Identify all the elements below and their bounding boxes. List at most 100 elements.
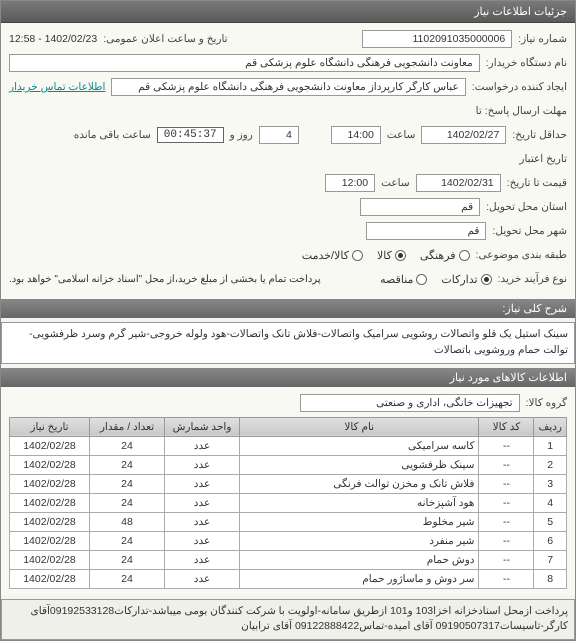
- form-area: شماره نیاز: 1102091035000006 تاریخ و ساع…: [1, 23, 575, 299]
- table-cell: 24: [90, 436, 165, 455]
- table-cell: 1402/02/28: [10, 455, 90, 474]
- items-area: ۰۲۱ - ۸۸۳۴۹۶ گروه کالا: تجهیزات خانگی، ا…: [1, 387, 575, 595]
- table-cell: عدد: [165, 436, 240, 455]
- table-row: 3--فلاش تانک و مخزن توالت فرنگیعدد241402…: [10, 474, 567, 493]
- table-cell: عدد: [165, 474, 240, 493]
- table-cell: 4: [534, 493, 567, 512]
- col-unit: واحد شمارش: [165, 417, 240, 436]
- table-row: 1--کاسه سرامیکیعدد241402/02/28: [10, 436, 567, 455]
- reply-deadline-label: مهلت ارسال پاسخ: تا: [476, 105, 567, 117]
- row-province: استان محل تحویل: قم: [9, 197, 567, 217]
- table-cell: 48: [90, 512, 165, 531]
- items-header: اطلاعات کالاهای مورد نیاز: [1, 368, 575, 387]
- validity-date: 1402/02/31: [416, 174, 501, 192]
- desc-text: سینک استیل یک قلو واتصالات روشویی سرامیک…: [1, 322, 575, 364]
- col-index: ردیف: [534, 417, 567, 436]
- row-process: نوع فرآیند خرید: تدارکات مناقصه پرداخت ت…: [9, 269, 567, 289]
- table-cell: سینک ظرفشویی: [240, 455, 479, 474]
- remaining-timer: 00:45:37: [157, 127, 224, 143]
- table-cell: عدد: [165, 455, 240, 474]
- table-cell: --: [479, 550, 534, 569]
- table-cell: --: [479, 474, 534, 493]
- validity-time: 12:00: [325, 174, 375, 192]
- table-cell: 1402/02/28: [10, 569, 90, 588]
- col-code: کد کالا: [479, 417, 534, 436]
- creator-value: عباس کارگر کارپرداز معاونت دانشجویی فرهن…: [111, 78, 465, 96]
- table-cell: --: [479, 493, 534, 512]
- radio-icon: [459, 250, 470, 261]
- process-radio-group: تدارکات مناقصه: [380, 273, 491, 286]
- budget-opt-1-label: کالا: [377, 249, 392, 262]
- process-opt-1[interactable]: مناقصه: [380, 273, 427, 286]
- table-cell: عدد: [165, 512, 240, 531]
- table-cell: 1: [534, 436, 567, 455]
- table-cell: --: [479, 512, 534, 531]
- payment-note: پرداخت تمام یا بخشی از مبلغ خرید،از محل …: [9, 274, 321, 285]
- col-qty: تعداد / مقدار: [90, 417, 165, 436]
- budget-opt-2-label: کالا/خدمت: [302, 249, 349, 262]
- province-value: قم: [360, 198, 480, 216]
- table-cell: 1402/02/28: [10, 512, 90, 531]
- group-label: گروه کالا:: [526, 397, 567, 409]
- table-cell: شیر منفرد: [240, 531, 479, 550]
- table-header-row: ردیف کد کالا نام کالا واحد شمارش تعداد /…: [10, 417, 567, 436]
- process-opt-0-label: تدارکات: [441, 273, 477, 286]
- table-cell: عدد: [165, 550, 240, 569]
- table-cell: 6: [534, 531, 567, 550]
- need-number-value: 1102091035000006: [362, 30, 512, 48]
- group-value: تجهیزات خانگی، اداری و صنعتی: [300, 394, 520, 412]
- table-cell: 1402/02/28: [10, 531, 90, 550]
- budget-opt-0[interactable]: فرهنگی: [420, 249, 470, 262]
- row-reply-deadline: مهلت ارسال پاسخ: تا: [9, 101, 567, 121]
- row-budget: طبقه بندی موضوعی: فرهنگی کالا کالا/خدمت: [9, 245, 567, 265]
- table-cell: 7: [534, 550, 567, 569]
- budget-opt-1[interactable]: کالا: [377, 249, 406, 262]
- table-cell: کاسه سرامیکی: [240, 436, 479, 455]
- table-cell: 2: [534, 455, 567, 474]
- budget-label: طبقه بندی موضوعی:: [476, 249, 567, 261]
- budget-opt-0-label: فرهنگی: [420, 249, 456, 262]
- row-deadline: حداقل تاریخ: 1402/02/27 ساعت 14:00 4 روز…: [9, 125, 567, 145]
- table-cell: هود آشپزخانه: [240, 493, 479, 512]
- deadline-time: 14:00: [331, 126, 381, 144]
- process-opt-0[interactable]: تدارکات: [441, 273, 491, 286]
- table-cell: 1402/02/28: [10, 493, 90, 512]
- radio-icon: [352, 250, 363, 261]
- desc-header: شرح کلی نیاز:: [1, 299, 575, 318]
- table-cell: شیر مخلوط: [240, 512, 479, 531]
- deadline-label: حداقل تاریخ:: [512, 129, 567, 141]
- budget-opt-2[interactable]: کالا/خدمت: [302, 249, 363, 262]
- budget-radio-group: فرهنگی کالا کالا/خدمت: [302, 249, 470, 262]
- time-label-2: ساعت: [381, 177, 410, 189]
- table-cell: 1402/02/28: [10, 550, 90, 569]
- table-cell: --: [479, 436, 534, 455]
- table-cell: 24: [90, 531, 165, 550]
- radio-icon: [481, 274, 492, 285]
- table-cell: عدد: [165, 531, 240, 550]
- creator-label: ایجاد کننده درخواست:: [472, 81, 567, 93]
- table-cell: 1402/02/28: [10, 474, 90, 493]
- table-cell: 8: [534, 569, 567, 588]
- announce-label: تاریخ و ساعت اعلان عمومی:: [103, 33, 227, 45]
- details-panel: جزئیات اطلاعات نیاز شماره نیاز: 11020910…: [0, 0, 576, 641]
- radio-icon: [416, 274, 427, 285]
- table-row: 8--سر دوش و ماساژور حمامعدد241402/02/28: [10, 569, 567, 588]
- table-cell: عدد: [165, 493, 240, 512]
- table-cell: 24: [90, 474, 165, 493]
- table-row: 5--شیر مخلوطعدد481402/02/28: [10, 512, 567, 531]
- table-cell: عدد: [165, 569, 240, 588]
- announce-value: 1402/02/23 - 12:58: [9, 33, 97, 45]
- contact-link[interactable]: اطلاعات تماس خریدار: [9, 81, 105, 93]
- table-row: 6--شیر منفردعدد241402/02/28: [10, 531, 567, 550]
- city-label: شهر محل تحویل:: [492, 225, 567, 237]
- deadline-date: 1402/02/27: [421, 126, 506, 144]
- buyer-org-value: معاونت دانشجویی فرهنگی دانشگاه علوم پزشک…: [9, 54, 480, 72]
- row-group: گروه کالا: تجهیزات خانگی، اداری و صنعتی: [9, 393, 567, 413]
- row-buyer-org: نام دستگاه خریدار: معاونت دانشجویی فرهنگ…: [9, 53, 567, 73]
- city-value: قم: [366, 222, 486, 240]
- footer-note: پرداخت ازمحل اسنادخزانه اخزا103 و101 ازط…: [1, 599, 575, 641]
- col-date: تاریخ نیاز: [10, 417, 90, 436]
- row-validity: قیمت تا تاریخ: 1402/02/31 ساعت 12:00: [9, 173, 567, 193]
- table-cell: --: [479, 455, 534, 474]
- panel-title: جزئیات اطلاعات نیاز: [1, 1, 575, 23]
